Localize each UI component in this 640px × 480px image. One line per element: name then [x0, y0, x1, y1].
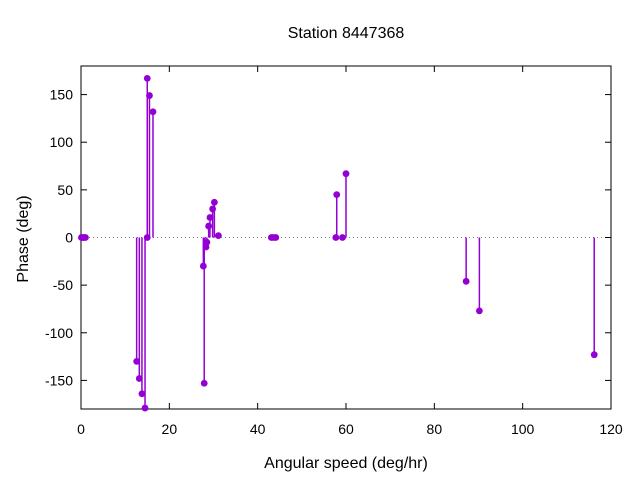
data-point — [210, 198, 218, 206]
data-point — [333, 191, 341, 199]
y-tick-label: 100 — [50, 134, 74, 150]
y-tick-label: 0 — [65, 230, 73, 246]
x-axis-label: Angular speed (deg/hr) — [264, 455, 428, 472]
data-point — [133, 357, 141, 365]
data-point — [462, 277, 470, 285]
y-tick-label: 50 — [57, 182, 73, 198]
axis-tick-labels: 0 20 40 60 80 100 120 -150 -100 -50 0 50 100 150 — [45, 87, 623, 437]
x-tick-label: 80 — [427, 421, 443, 437]
y-tick-label: -100 — [45, 325, 73, 341]
x-tick-label: 60 — [338, 421, 354, 437]
data-point — [199, 262, 207, 270]
data-point — [590, 351, 598, 359]
data-point — [206, 214, 214, 221]
data-point — [143, 74, 151, 82]
x-tick-label: 100 — [511, 421, 535, 437]
data-point — [342, 170, 350, 178]
data-point — [205, 222, 213, 230]
data-point — [332, 234, 340, 241]
data-series — [78, 74, 598, 412]
x-tick-label: 40 — [250, 421, 266, 437]
data-point — [214, 232, 222, 239]
data-point — [146, 92, 153, 99]
chart-title: Station 8447368 — [288, 25, 405, 42]
data-point — [138, 390, 146, 398]
data-point — [200, 379, 208, 387]
data-point — [141, 404, 149, 412]
data-point — [203, 238, 211, 246]
y-tick-label: -50 — [53, 277, 73, 293]
x-tick-label: 120 — [599, 421, 623, 437]
y-tick-label: -150 — [45, 372, 73, 388]
data-point — [149, 108, 157, 116]
x-tick-label: 20 — [162, 421, 178, 437]
x-tick-label: 0 — [77, 421, 85, 437]
data-point — [339, 234, 346, 241]
y-tick-label: 150 — [50, 87, 74, 103]
y-axis-label: Phase (deg) — [15, 195, 32, 282]
data-point — [475, 307, 483, 315]
data-point — [135, 375, 143, 382]
data-point — [82, 234, 89, 241]
data-point — [272, 234, 280, 241]
